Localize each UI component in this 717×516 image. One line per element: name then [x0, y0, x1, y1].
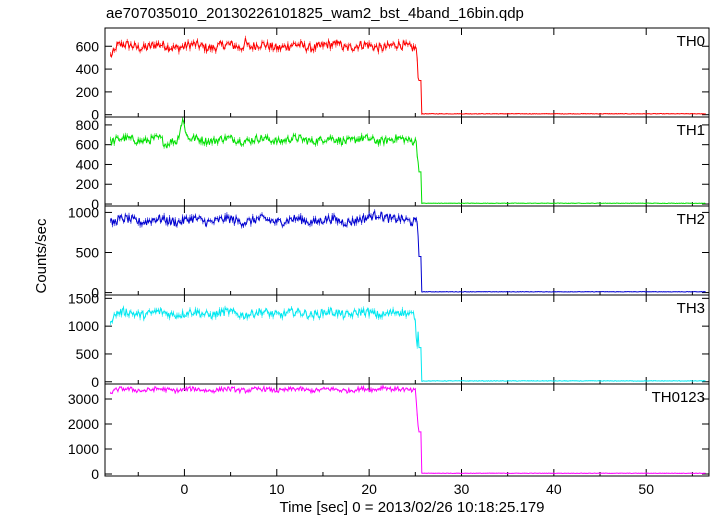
y-tick-label: 2000 [68, 416, 99, 432]
x-tick-label: 50 [638, 481, 654, 497]
y-tick-label: 600 [76, 38, 100, 54]
panel-th3: 0 500 1000 1500 TH3 [68, 290, 710, 390]
panel-frame [104, 383, 710, 477]
chart-title: ae707035010_20130226101825_wam2_bst_4ban… [106, 5, 524, 22]
series-line-th2 [110, 210, 706, 293]
panel-th0: 0 200 400 600 TH0 [76, 27, 710, 123]
series-errorbars [110, 385, 706, 474]
y-tick-label: 200 [76, 84, 100, 100]
panel-th1: 0 200 400 600 800 TH1 [76, 116, 710, 212]
x-tick-label: 30 [454, 481, 470, 497]
y-tick-label: 1000 [68, 204, 99, 220]
y-tick-label: 400 [76, 61, 100, 77]
y-tick-label: 200 [76, 176, 100, 192]
y-tick-label: 1000 [68, 318, 99, 334]
y-tick-label: 0 [91, 374, 99, 390]
x-tick-label: 40 [546, 481, 562, 497]
y-axis-label: Counts/sec [33, 218, 50, 294]
x-tick-label: 20 [361, 481, 377, 497]
series-line-th1 [110, 117, 706, 205]
y-tick-label: 500 [76, 346, 100, 362]
panel-frame [104, 27, 710, 118]
x-tick-label: 10 [269, 481, 285, 497]
y-tick-label: 3000 [68, 391, 99, 407]
panel-frame [104, 116, 710, 207]
series-line-th0 [110, 37, 706, 115]
y-tick-label: 1000 [68, 441, 99, 457]
panel-label: TH3 [677, 300, 705, 317]
panel-label: TH0123 [652, 389, 705, 406]
y-tick-label: 1500 [68, 290, 99, 306]
y-tick-label: 0 [91, 196, 99, 212]
x-tick-label: 0 [181, 481, 189, 497]
y-tick-label: 400 [76, 156, 100, 172]
panel-th0123: 0 1000 2000 3000 TH0123 [68, 383, 710, 482]
series-errorbars [110, 209, 706, 293]
series-line-th0123 [110, 384, 706, 475]
series-errorbars [110, 117, 706, 204]
panel-th2: 0 500 1000 TH2 [68, 204, 710, 301]
panel-label: TH1 [677, 122, 705, 139]
y-tick-label: 600 [76, 137, 100, 153]
series-line-th3 [110, 306, 706, 382]
y-tick-label: 0 [91, 285, 99, 301]
y-tick-label: 800 [76, 117, 100, 133]
y-tick-label: 500 [76, 245, 100, 261]
y-tick-label: 0 [91, 466, 99, 482]
panel-label: TH0 [677, 33, 705, 50]
panel-label: TH2 [677, 211, 705, 228]
x-axis-label: Time [sec] 0 = 2013/02/26 10:18:25.179 [279, 499, 544, 516]
y-tick-label: 0 [91, 107, 99, 123]
